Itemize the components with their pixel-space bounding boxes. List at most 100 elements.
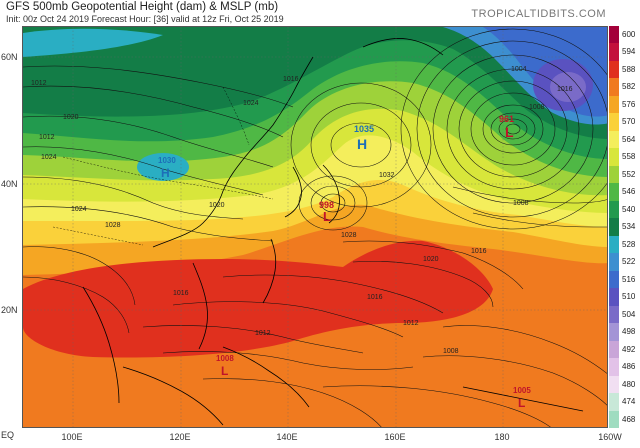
high-letter: H xyxy=(357,136,367,152)
map-subtitle: Init: 00z Oct 24 2019 Forecast Hour: [36… xyxy=(6,14,284,24)
low-pressure-center[interactable]: 961 L xyxy=(499,114,514,140)
high-value: 1030 xyxy=(158,156,176,165)
isobar-label: 1016 xyxy=(471,248,487,255)
map-title: GFS 500mb Geopotential Height (dam) & MS… xyxy=(6,1,279,13)
legend-value: 516 xyxy=(622,274,636,284)
low-value: 1008 xyxy=(216,354,234,363)
band-534 xyxy=(23,27,607,139)
legend-value: 552 xyxy=(622,169,636,179)
isobar-label: 1008 xyxy=(529,104,545,111)
legend-value: 540 xyxy=(622,204,636,214)
isobar-label: 1012 xyxy=(403,320,419,327)
legend-value: 594 xyxy=(622,47,636,57)
isobar-label: 1016 xyxy=(283,76,299,83)
isobar-label: 1008 xyxy=(443,348,459,355)
header: GFS 500mb Geopotential Height (dam) & MS… xyxy=(0,0,640,26)
isobar-label: 1016 xyxy=(173,290,189,297)
band-588-ridge xyxy=(23,240,493,358)
low-value: 998 xyxy=(319,200,334,210)
isobar-label: 1028 xyxy=(105,222,121,229)
band-528-west xyxy=(23,28,163,57)
isobar-label: 1020 xyxy=(63,114,79,121)
legend-value: 522 xyxy=(622,257,636,267)
low-letter: L xyxy=(221,364,228,378)
legend-swatch xyxy=(609,26,619,44)
legend-swatch xyxy=(609,113,619,131)
legend-swatch xyxy=(609,270,619,289)
legend-value: 504 xyxy=(622,309,636,319)
isobar-value-labels: 1016 1024 1032 1012 1020 1028 1016 1012 … xyxy=(31,66,573,355)
legend-swatch xyxy=(609,60,619,79)
low-letter: L xyxy=(323,209,331,224)
lon-label-140e: 140E xyxy=(276,432,298,442)
high-pressure-center[interactable]: 1030 H xyxy=(158,156,176,180)
high-value: 1035 xyxy=(354,124,374,134)
country-borders xyxy=(52,86,274,246)
low-value: 961 xyxy=(499,114,514,124)
legend-swatch xyxy=(609,200,619,219)
isobar-label: 1020 xyxy=(423,256,439,263)
high-pressure-center[interactable]: 1035 H xyxy=(354,124,374,152)
legend-value: 588 xyxy=(622,64,636,74)
low-value: 1005 xyxy=(513,386,531,395)
legend-swatch xyxy=(609,95,619,114)
isobar-label: 1008 xyxy=(513,200,529,207)
isobar-label: 1012 xyxy=(255,330,271,337)
legend-value: 546 xyxy=(622,187,636,197)
legend-swatch xyxy=(609,253,619,271)
legend-value: 534 xyxy=(622,222,636,232)
legend-swatch xyxy=(609,393,619,411)
legend-swatch xyxy=(609,410,619,428)
legend-value: 480 xyxy=(622,379,636,389)
map-canvas: 1016 1024 1032 1012 1020 1028 1016 1012 … xyxy=(23,27,607,427)
legend-swatch xyxy=(609,358,619,376)
legend-swatch xyxy=(609,130,619,149)
isobar-label: 1020 xyxy=(209,202,225,209)
legend-value: 582 xyxy=(622,82,636,92)
legend-value: 564 xyxy=(622,134,636,144)
lon-label-180: 180 xyxy=(494,432,510,442)
legend-value: 498 xyxy=(622,327,636,337)
brand-label: TROPICALTIDBITS.COM xyxy=(471,8,606,20)
legend-value: 570 xyxy=(622,117,636,127)
low-letter: L xyxy=(505,124,514,140)
coastlines xyxy=(82,38,584,426)
legend-swatch xyxy=(609,288,619,306)
lon-label-100e: 100E xyxy=(61,432,83,442)
legend-swatch xyxy=(609,78,619,96)
isobar-label: 1016 xyxy=(367,294,383,301)
legend-swatch xyxy=(609,375,619,394)
band-504 xyxy=(550,72,586,102)
isobar-label: 1012 xyxy=(31,80,47,87)
isobar-label: 1024 xyxy=(243,100,259,107)
legend-value: 492 xyxy=(622,344,636,354)
pressure-centers: 1035 H 961 L 998 L 1008 L 1005 L 1030 H xyxy=(158,114,531,410)
low-pressure-center[interactable]: 1005 L xyxy=(513,386,531,410)
legend-value: 528 xyxy=(622,239,636,249)
legend-swatch xyxy=(609,323,619,341)
legend-swatch xyxy=(609,305,619,324)
isobar-label: 1024 xyxy=(71,206,87,213)
legend-value: 510 xyxy=(622,292,636,302)
legend-value: 558 xyxy=(622,152,636,162)
isobar-lines xyxy=(23,28,607,427)
low-pressure-center[interactable]: 998 L xyxy=(319,200,334,224)
legend-swatch xyxy=(609,340,619,359)
band-528-cutoff xyxy=(137,153,189,181)
legend-swatch xyxy=(609,235,619,254)
low-pressure-center[interactable]: 1008 L xyxy=(216,354,234,378)
lat-label-eq: EQ xyxy=(1,430,15,440)
lat-label-40n: 40N xyxy=(1,179,18,189)
legend-value: 600 xyxy=(622,30,636,39)
legend-value: 486 xyxy=(622,362,636,372)
lon-label-160w: 160W xyxy=(598,432,622,442)
isobar-label: 1028 xyxy=(341,232,357,239)
lat-label-60n: 60N xyxy=(1,52,18,62)
legend-swatch xyxy=(609,43,619,61)
map-panel[interactable]: 1016 1024 1032 1012 1020 1028 1016 1012 … xyxy=(22,26,608,428)
isobar-label: 1012 xyxy=(39,134,55,141)
color-legend: 600 594 588 582 576 570 564 558 552 546 540 534 528 5… xyxy=(609,26,640,428)
graticule xyxy=(23,27,607,427)
lon-label-120e: 120E xyxy=(169,432,191,442)
lon-label-160e: 160E xyxy=(384,432,406,442)
